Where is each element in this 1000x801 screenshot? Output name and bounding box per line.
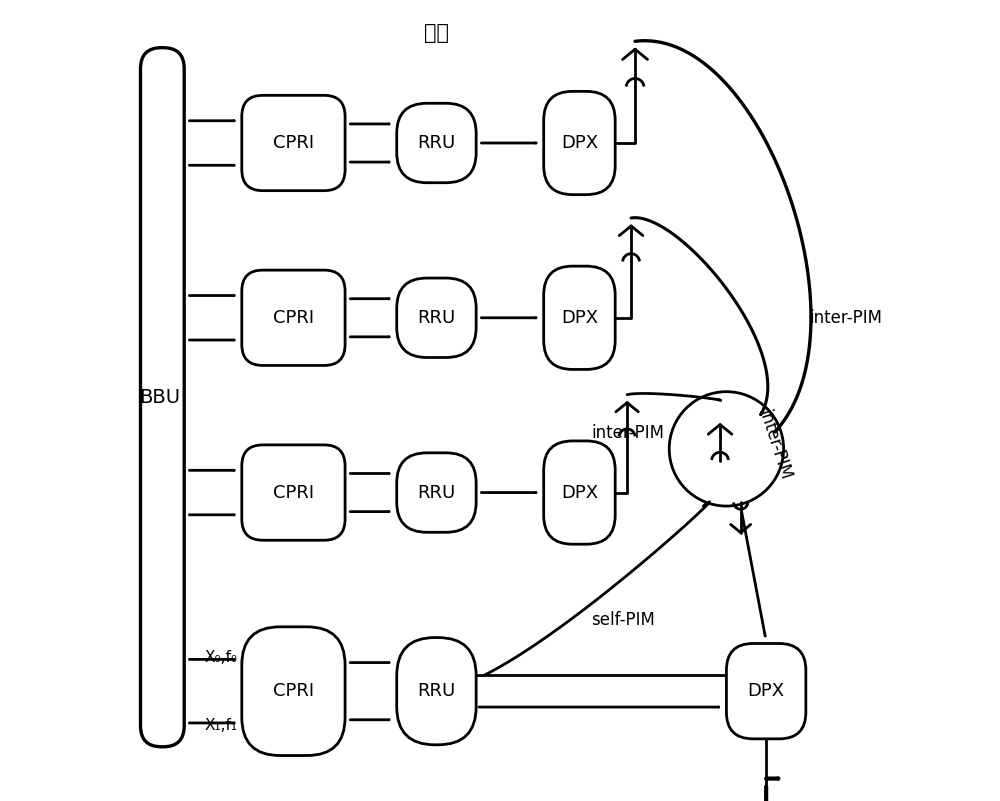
Text: DPX: DPX (561, 308, 598, 327)
FancyBboxPatch shape (726, 643, 806, 739)
Text: inter-PIM: inter-PIM (809, 308, 882, 327)
Text: CPRI: CPRI (273, 134, 314, 152)
Text: 扇区: 扇区 (424, 23, 449, 43)
FancyBboxPatch shape (544, 266, 615, 369)
FancyBboxPatch shape (397, 103, 476, 183)
Text: BBU: BBU (140, 388, 181, 407)
Text: CPRI: CPRI (273, 682, 314, 700)
Text: inter-PIM: inter-PIM (591, 424, 664, 442)
Text: CPRI: CPRI (273, 308, 314, 327)
FancyBboxPatch shape (544, 441, 615, 544)
Text: RRU: RRU (417, 682, 456, 700)
Text: DPX: DPX (748, 682, 785, 700)
Text: inter-PIM: inter-PIM (754, 408, 794, 482)
Text: X₁,f₁: X₁,f₁ (205, 718, 238, 733)
Text: DPX: DPX (561, 484, 598, 501)
Text: X₀,f₀: X₀,f₀ (205, 650, 238, 665)
FancyBboxPatch shape (397, 638, 476, 745)
FancyBboxPatch shape (242, 95, 345, 191)
FancyBboxPatch shape (544, 91, 615, 195)
FancyBboxPatch shape (242, 627, 345, 755)
Text: CPRI: CPRI (273, 484, 314, 501)
FancyBboxPatch shape (242, 270, 345, 365)
FancyBboxPatch shape (397, 278, 476, 357)
Text: RRU: RRU (417, 484, 456, 501)
Text: RRU: RRU (417, 308, 456, 327)
Text: DPX: DPX (561, 134, 598, 152)
FancyBboxPatch shape (397, 453, 476, 533)
Text: self-PIM: self-PIM (591, 610, 655, 629)
FancyBboxPatch shape (242, 445, 345, 540)
FancyBboxPatch shape (141, 48, 184, 747)
Text: RRU: RRU (417, 134, 456, 152)
